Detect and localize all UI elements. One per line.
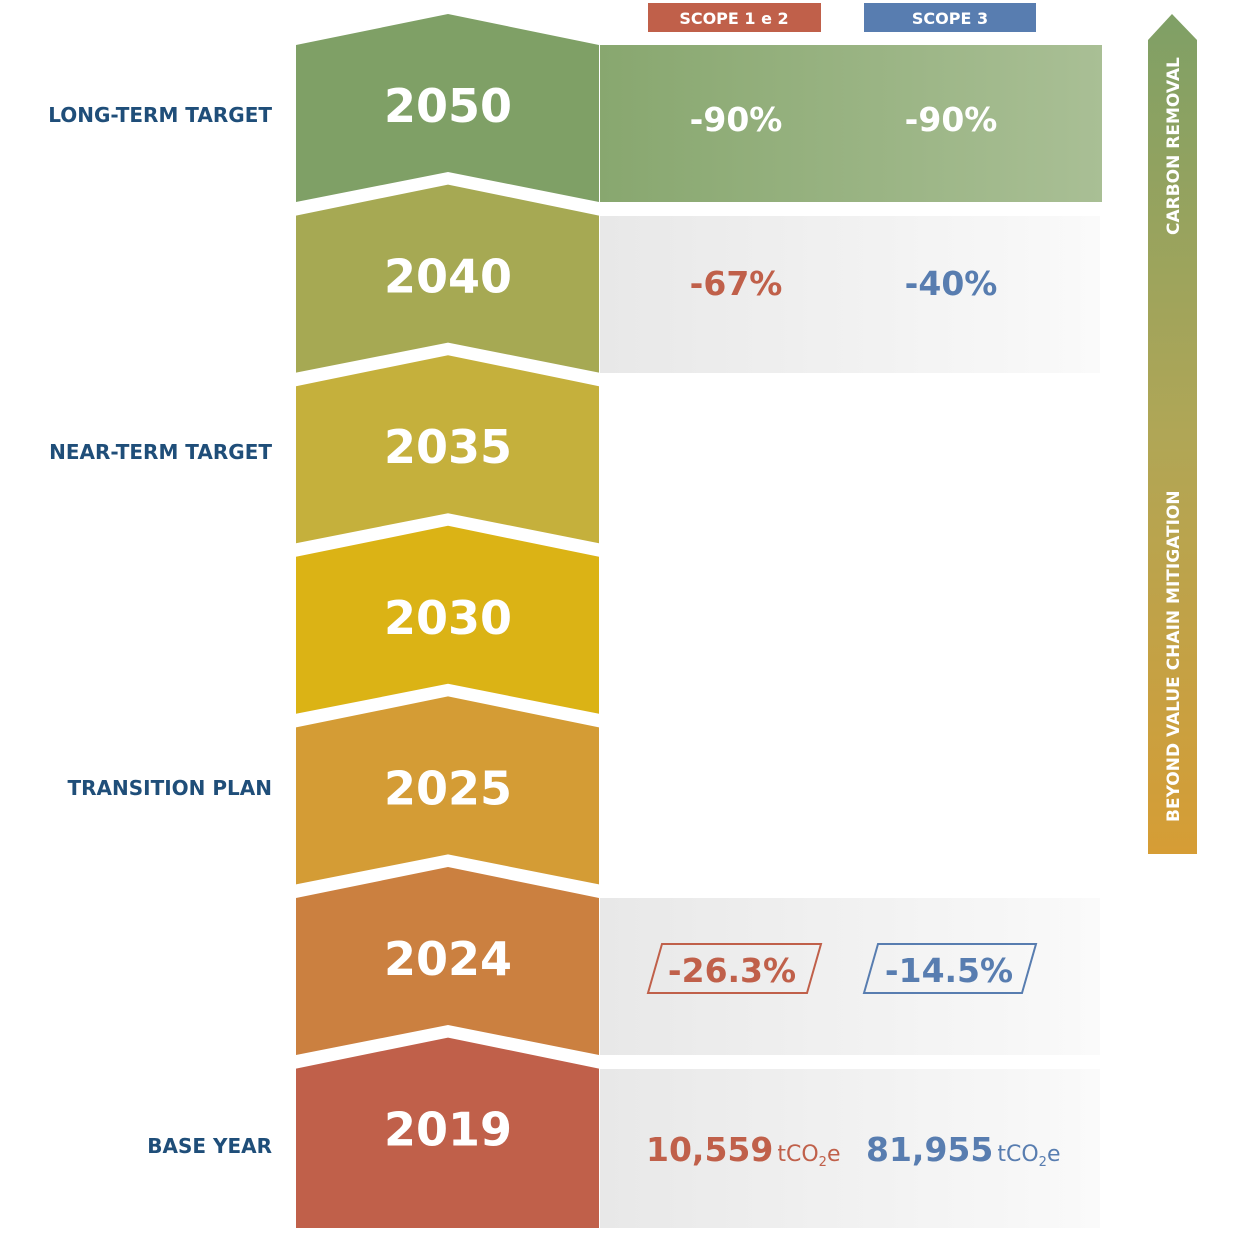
value-2024-scope12: -26.3% xyxy=(668,951,796,990)
value-2019-scope3: 81,955 xyxy=(866,1130,993,1169)
unit: tCO xyxy=(997,1142,1038,1167)
chevron-2025 xyxy=(296,696,599,885)
value-2040-scope12: -67% xyxy=(690,264,783,303)
chevron-2030 xyxy=(296,525,599,714)
unit-sub: 2 xyxy=(819,1155,827,1170)
value-2019-scope3-group: 81,955 tCO2e xyxy=(866,1130,1060,1170)
value-2050-scope12: -90% xyxy=(690,100,783,139)
panel-2024 xyxy=(600,898,1100,1055)
arrow-label-bvcm: BEYOND VALUE CHAIN MITIGATION xyxy=(1164,490,1184,822)
year-label: 2024 xyxy=(384,932,512,986)
year-label: 2019 xyxy=(384,1103,512,1157)
year-label: 2025 xyxy=(384,761,512,815)
value-2024-scope3: -14.5% xyxy=(885,951,1013,990)
arrow-label-carbon-removal: CARBON REMOVAL xyxy=(1164,57,1184,235)
value-2019-scope12-group: 10,559 tCO2e xyxy=(646,1130,840,1170)
legend-scope3-swatch xyxy=(864,3,1036,32)
chevron-2050 xyxy=(296,14,599,202)
box-2024-scope12 xyxy=(646,943,823,994)
value-2019-scope12: 10,559 xyxy=(646,1130,773,1169)
unit-sub: 2 xyxy=(1039,1155,1047,1170)
label-near-term: NEAR-TERM TARGET xyxy=(49,440,272,464)
legend-scope12-swatch xyxy=(648,3,821,32)
chevron-2019 xyxy=(296,1037,599,1228)
year-label: 2040 xyxy=(384,250,512,304)
value-2040-scope3: -40% xyxy=(905,264,998,303)
up-arrow xyxy=(1148,14,1197,854)
legend-scope3: SCOPE 3 xyxy=(912,9,988,28)
panel-2050 xyxy=(600,45,1102,202)
chevron-2040 xyxy=(296,184,599,373)
year-label: 2030 xyxy=(384,591,512,645)
year-label: 2050 xyxy=(384,79,512,133)
box-2024-scope3 xyxy=(862,943,1038,994)
panel-2019 xyxy=(600,1069,1100,1228)
chevron-2035 xyxy=(296,355,599,544)
label-base-year: BASE YEAR xyxy=(147,1134,272,1158)
panel-2040 xyxy=(600,216,1100,373)
label-transition: TRANSITION PLAN xyxy=(67,776,272,800)
year-label: 2035 xyxy=(384,420,512,474)
unit-suffix: e xyxy=(827,1142,841,1167)
value-2050-scope3: -90% xyxy=(905,100,998,139)
unit-suffix: e xyxy=(1047,1142,1061,1167)
legend-scope12: SCOPE 1 e 2 xyxy=(679,9,788,28)
unit: tCO xyxy=(777,1142,818,1167)
chevron-2024 xyxy=(296,867,599,1055)
label-long-term: LONG-TERM TARGET xyxy=(48,103,272,127)
